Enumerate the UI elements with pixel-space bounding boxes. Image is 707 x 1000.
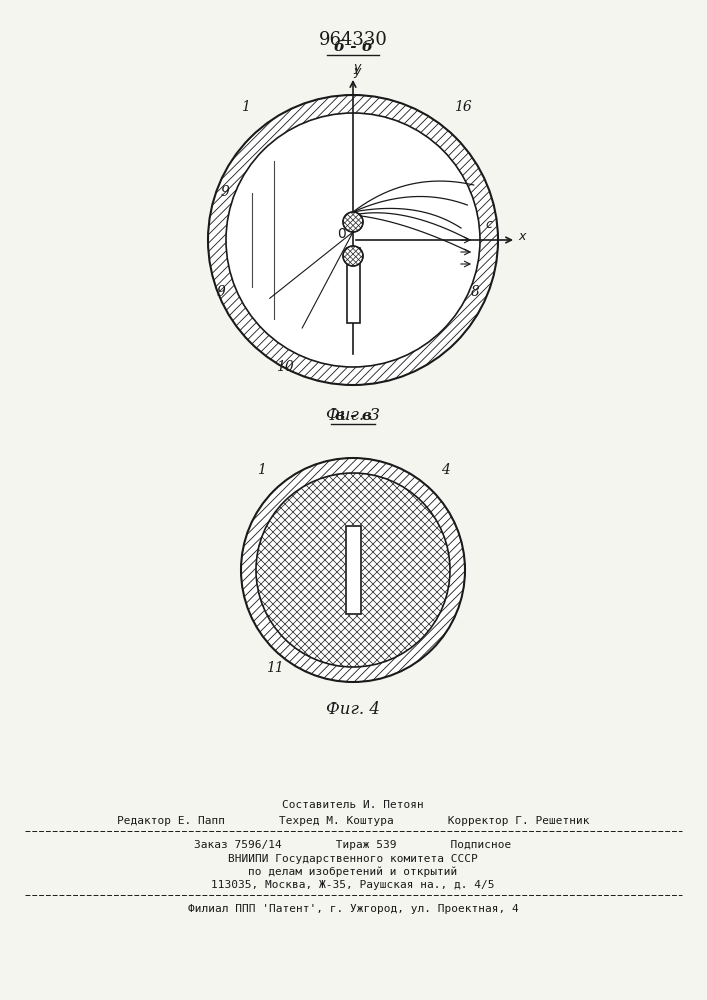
Text: Фиг. 3: Фиг. 3: [326, 406, 380, 424]
Text: в - в: в - в: [334, 409, 371, 423]
Text: 10: 10: [276, 360, 294, 374]
Text: Фиг. 4: Фиг. 4: [326, 702, 380, 718]
Text: 16: 16: [454, 100, 472, 114]
Bar: [347, 248, 360, 323]
Circle shape: [241, 458, 465, 682]
Text: по делам изобретений и открытий: по делам изобретений и открытий: [248, 867, 457, 877]
Text: c: c: [485, 219, 492, 232]
Circle shape: [343, 246, 363, 266]
Text: 964330: 964330: [319, 31, 387, 49]
Circle shape: [208, 95, 498, 385]
Text: Заказ 7596/14        Тираж 539        Подписное: Заказ 7596/14 Тираж 539 Подписное: [194, 840, 512, 850]
Text: 11: 11: [266, 661, 284, 675]
Text: 8: 8: [471, 285, 479, 299]
Circle shape: [343, 212, 363, 232]
Text: 9: 9: [221, 185, 230, 199]
Text: Составитель И. Петоян: Составитель И. Петоян: [282, 800, 424, 810]
Text: 9: 9: [216, 285, 226, 299]
Text: 4: 4: [440, 463, 450, 477]
Text: 0: 0: [337, 227, 346, 241]
Bar: [346, 526, 361, 614]
Text: 1: 1: [257, 463, 265, 477]
Text: Филиал ППП 'Патент', г. Ужгород, ул. Проектная, 4: Филиал ППП 'Патент', г. Ужгород, ул. Про…: [187, 904, 518, 914]
Text: у: у: [354, 64, 361, 78]
Text: ВНИИПИ Государственного комитета СССР: ВНИИПИ Государственного комитета СССР: [228, 854, 478, 864]
Text: х: х: [518, 230, 526, 242]
Text: 113035, Москва, Ж-35, Раушская на., д. 4/5: 113035, Москва, Ж-35, Раушская на., д. 4…: [211, 880, 495, 890]
Text: б - б: б - б: [334, 40, 373, 54]
Text: 1: 1: [240, 100, 250, 114]
Text: Редактор Е. Папп        Техред М. Коштура        Корректор Г. Решетник: Редактор Е. Папп Техред М. Коштура Корре…: [117, 816, 589, 826]
Text: у: у: [354, 60, 361, 74]
